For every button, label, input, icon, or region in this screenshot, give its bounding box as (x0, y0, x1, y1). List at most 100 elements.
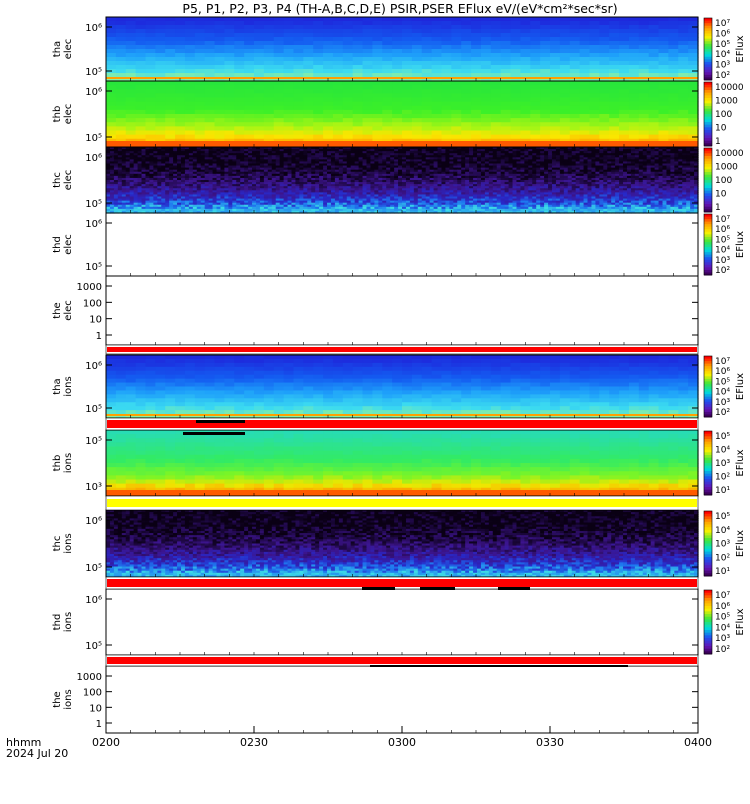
spectrogram-cell (205, 122, 215, 127)
spectrogram-cell (343, 89, 353, 94)
spectrogram-cell (244, 69, 254, 74)
spectrogram-cell (589, 25, 599, 30)
spectrogram-cell (609, 53, 619, 58)
spectrogram-cell (175, 126, 185, 131)
spectrogram-cell (313, 73, 323, 78)
spectrogram-cell (481, 106, 491, 111)
spectrogram-cell (372, 45, 382, 50)
spectrogram-cell (530, 69, 540, 74)
spectrogram-cell (392, 65, 402, 70)
spectrogram-cell (333, 53, 343, 58)
spectrogram-cell (619, 69, 629, 74)
spectrogram-cell (106, 61, 116, 66)
colorbar-tick-label: 1000 (715, 97, 738, 107)
spectrogram-cell (402, 93, 412, 98)
spectrogram-cell (215, 126, 225, 131)
spectrogram-cell (343, 41, 353, 46)
spectrogram-cell (293, 106, 303, 111)
spectrogram-cell (659, 81, 669, 86)
spectrogram-cell (540, 93, 550, 98)
spectrogram-cell (441, 65, 451, 70)
spectrogram-cell (165, 89, 175, 94)
spectrogram-cell (688, 106, 698, 111)
spectrogram-cell (392, 131, 402, 136)
spectrogram-cell (550, 102, 560, 107)
spectrogram-cell (461, 122, 471, 127)
spectrogram-cell (185, 93, 195, 98)
spectrogram-cell (550, 53, 560, 58)
spectrogram-cell (668, 118, 678, 123)
spectrogram-cell (303, 93, 313, 98)
spectrogram-cell (303, 65, 313, 70)
spectrogram-cell (175, 37, 185, 42)
spectrogram-cell (471, 118, 481, 123)
spectrogram-cell (580, 41, 590, 46)
spectrogram-cell (372, 41, 382, 46)
spectrogram-cell (491, 57, 501, 62)
spectrogram-cell (244, 122, 254, 127)
spectrogram-cell (372, 57, 382, 62)
spectrogram-cell (599, 37, 609, 42)
spectrogram-cell (303, 106, 313, 111)
spectrogram-cell (560, 41, 570, 46)
spectrogram-cell (224, 98, 234, 103)
spectrogram-cell (116, 29, 126, 34)
spectrogram-cell (649, 106, 659, 111)
spectrogram-cell (382, 110, 392, 115)
spectrogram-cell (284, 89, 294, 94)
spectrogram-cell (363, 118, 373, 123)
spectrogram-cell (224, 33, 234, 38)
spectrogram-cell (215, 45, 225, 50)
spectrogram-cell (678, 45, 688, 50)
spectrogram-cell (451, 65, 461, 70)
spectrogram-cell (303, 131, 313, 136)
spectrogram-cell (511, 73, 521, 78)
spectrogram-cell (659, 17, 669, 22)
spectrogram-cell (668, 135, 678, 140)
spectrogram-cell (284, 17, 294, 22)
spectrogram-cell (313, 85, 323, 90)
spectrogram-cell (668, 45, 678, 50)
spectrogram-cell (116, 17, 126, 22)
spectrogram-cell (372, 114, 382, 119)
spectrogram-cell (136, 61, 146, 66)
spectrogram-cell (145, 81, 155, 86)
spectrogram-cell (639, 102, 649, 107)
spectrogram-cell (353, 81, 363, 86)
spectrogram-cell (165, 118, 175, 123)
spectrogram-cell (530, 93, 540, 98)
spectrogram-cell (215, 131, 225, 136)
spectrogram-cell (520, 45, 530, 50)
spectrogram-cell (678, 29, 688, 34)
spectrogram-cell (678, 131, 688, 136)
spectrogram-cell (392, 53, 402, 58)
spectrogram-cell (441, 81, 451, 86)
spectrogram-cell (441, 98, 451, 103)
spectrogram-cell (293, 81, 303, 86)
spectrogram-cell (254, 57, 264, 62)
spectrogram-cell (412, 122, 422, 127)
spectrogram-cell (284, 53, 294, 58)
spectrogram-cell (284, 98, 294, 103)
spectrogram-cell (619, 122, 629, 127)
spectrogram-cell (629, 17, 639, 22)
spectrogram-cell (560, 17, 570, 22)
spectrogram-cell (264, 102, 274, 107)
spectrogram-cell (609, 73, 619, 78)
spectrogram-cell (451, 106, 461, 111)
spectrogram-cell (274, 93, 284, 98)
spectrogram-cell (649, 61, 659, 66)
spectrogram-cell (441, 102, 451, 107)
spectrogram-cell (303, 126, 313, 131)
spectrogram-cell (195, 98, 205, 103)
spectrogram-cell (501, 69, 511, 74)
spectrogram-cell (432, 106, 442, 111)
spectrogram-cell (293, 118, 303, 123)
spectrogram-cell (432, 41, 442, 46)
spectrogram-cell (422, 118, 432, 123)
spectrogram-cell (491, 25, 501, 30)
spectrogram-cell (284, 131, 294, 136)
spectrogram-cell (126, 57, 136, 62)
spectrogram-cell (215, 53, 225, 58)
spectrogram-cell (530, 135, 540, 140)
